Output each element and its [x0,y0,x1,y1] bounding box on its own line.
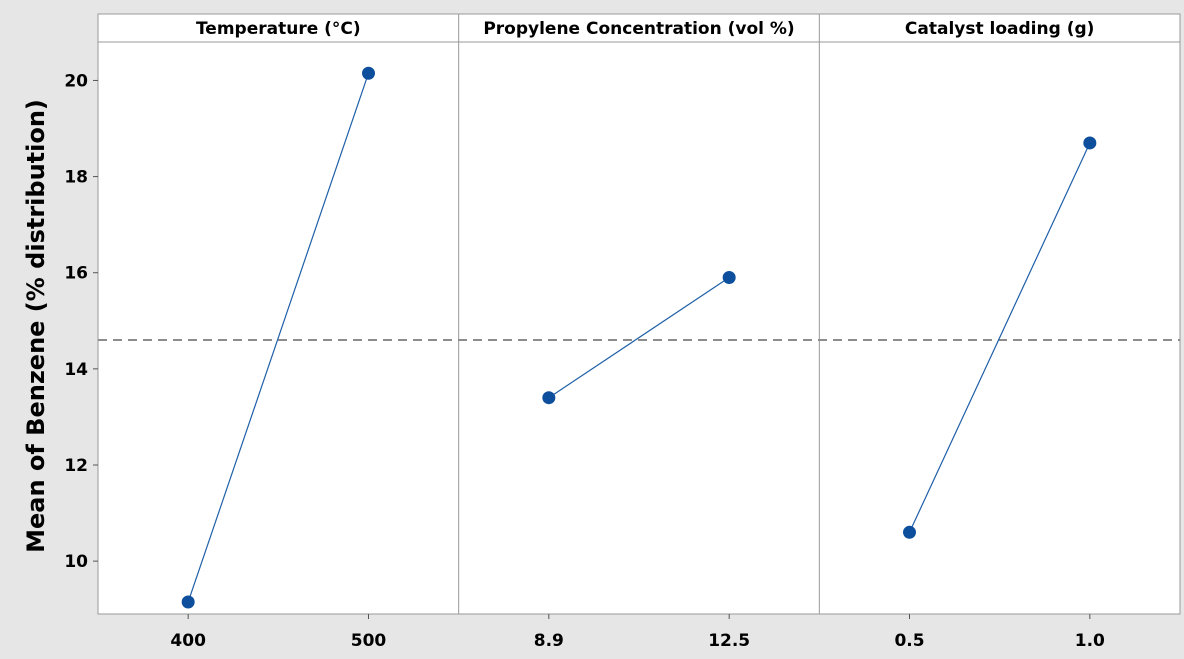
x-tick-label: 12.5 [708,631,750,651]
x-tick-label: 500 [351,631,387,651]
panel-title: Propylene Concentration (vol %) [483,19,794,39]
y-tick-label: 20 [64,71,88,91]
y-tick-label: 10 [64,552,88,572]
data-point [1083,136,1097,150]
x-tick-label: 400 [170,631,206,651]
x-tick-label: 8.9 [534,631,564,651]
plot-area [97,13,1181,615]
data-point [542,391,556,405]
y-tick-label: 14 [64,360,88,380]
series-line [548,277,730,399]
x-tick-label: 1.0 [1075,631,1105,651]
data-point [722,271,736,285]
data-point [903,525,916,539]
panel-title: Catalyst loading (g) [905,19,1095,39]
y-tick-label: 12 [64,456,88,476]
panel-title: Temperature (°C) [196,19,361,39]
y-axis-label: Mean of Benzene (% distribution) [22,99,50,553]
series-line [908,142,1091,533]
data-point [181,595,195,609]
y-tick-label: 18 [64,168,88,188]
data-point [362,66,375,80]
series-line [187,73,370,603]
y-tick-label: 16 [64,264,88,284]
x-tick-label: 0.5 [894,631,924,651]
